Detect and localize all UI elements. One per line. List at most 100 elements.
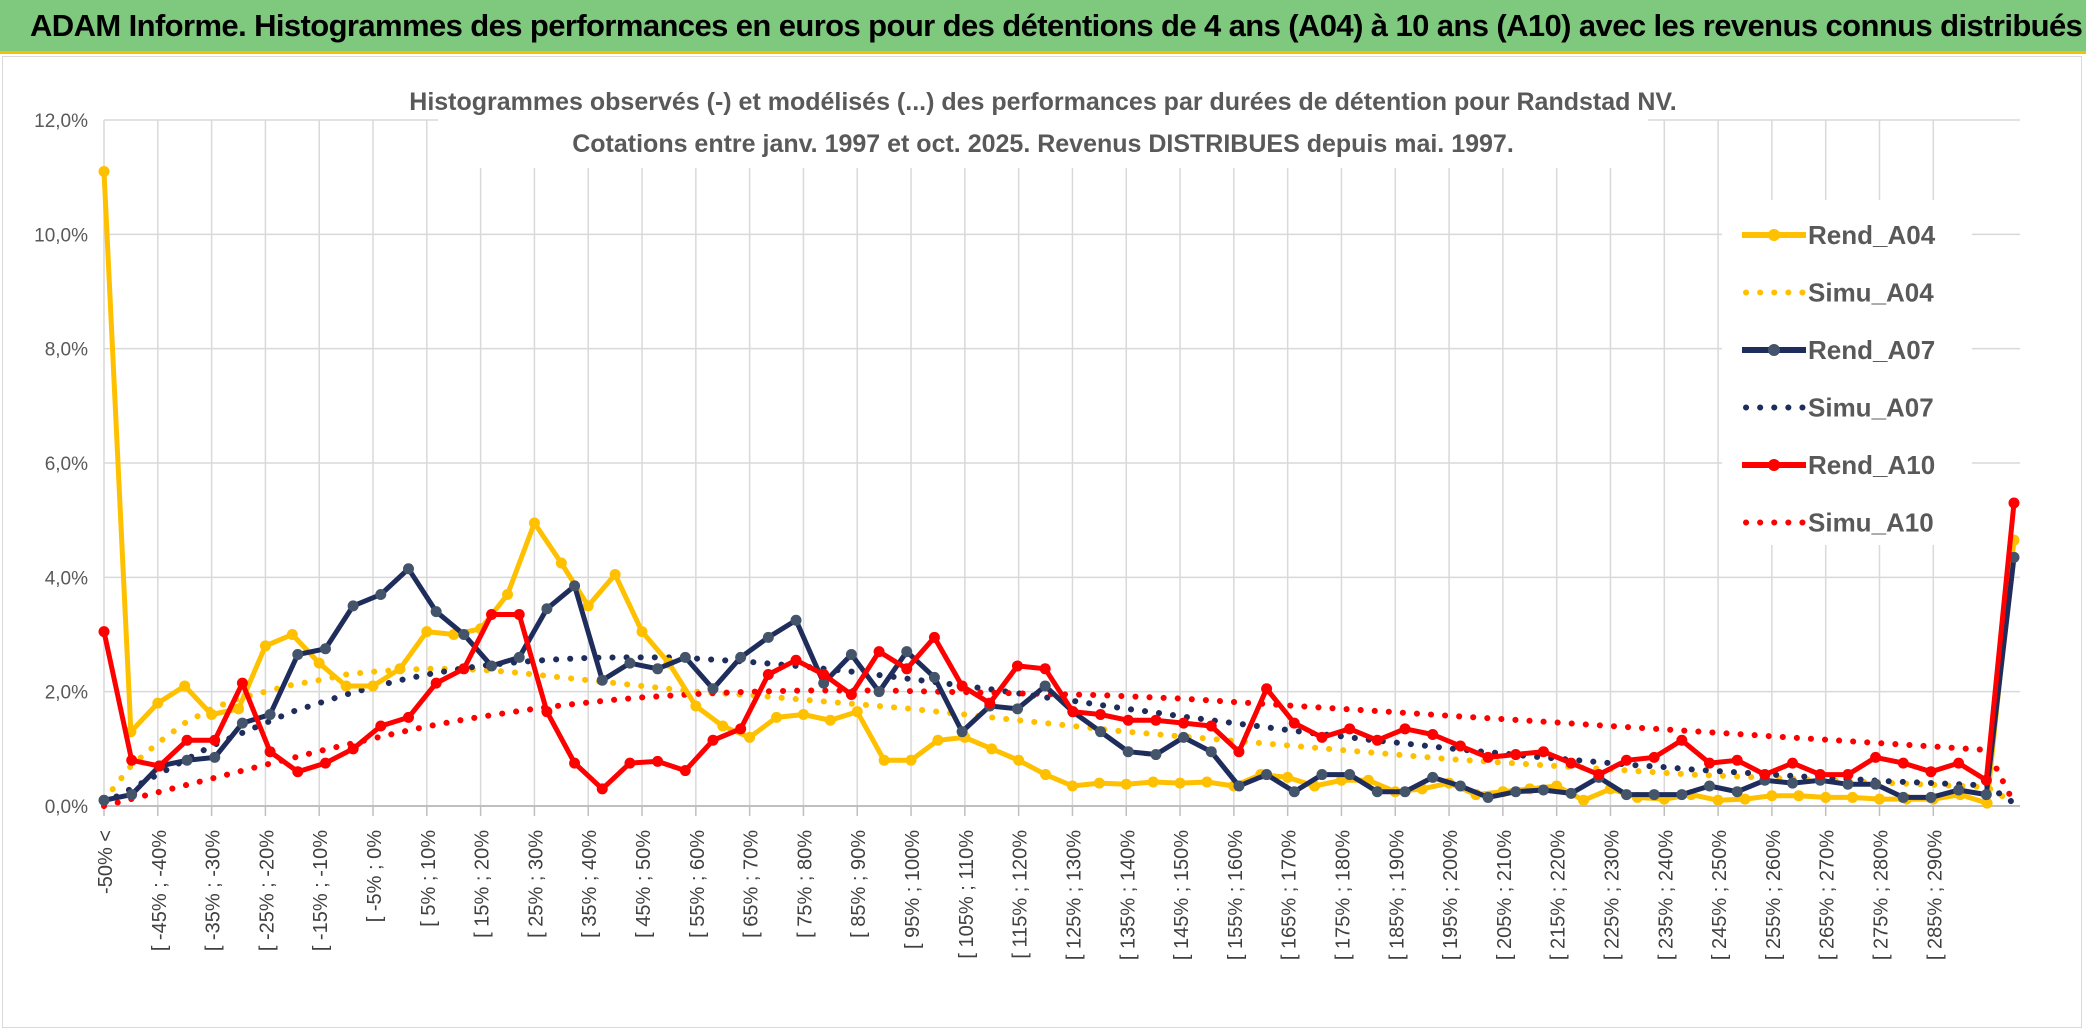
data-point — [1427, 729, 1439, 741]
data-point — [555, 557, 567, 569]
y-tick-label: 10,0% — [34, 225, 88, 246]
x-tick-label: [ 265% ; 270% — [1817, 830, 1839, 960]
data-point — [928, 671, 940, 683]
data-point — [458, 629, 470, 640]
data-point — [1150, 714, 1162, 726]
series-line — [101, 502, 2017, 792]
data-point — [928, 631, 940, 643]
series-rend-a10 — [98, 497, 2020, 795]
data-point — [2008, 497, 2020, 509]
data-point — [818, 677, 830, 689]
data-point — [1288, 786, 1300, 798]
data-point — [259, 640, 271, 652]
y-tick-label: 12,0% — [34, 111, 88, 132]
data-point — [1427, 771, 1439, 783]
data-point — [541, 706, 553, 718]
data-point — [1093, 777, 1105, 789]
data-point — [375, 588, 387, 600]
data-point — [1759, 769, 1771, 781]
data-point — [986, 743, 998, 755]
data-point — [319, 757, 331, 769]
data-point — [873, 686, 885, 698]
data-point — [1842, 769, 1854, 781]
data-point — [1011, 660, 1023, 672]
data-point — [98, 165, 110, 177]
data-point — [513, 651, 525, 663]
data-point — [1537, 746, 1549, 758]
data-point — [1981, 797, 1993, 809]
series-line — [103, 557, 2017, 803]
data-point — [1399, 723, 1411, 735]
data-point — [901, 646, 913, 658]
chart-title: Histogrammes observés (-) et modélisés (… — [409, 88, 1676, 116]
data-point — [905, 754, 917, 766]
data-point — [1704, 780, 1716, 792]
data-point — [541, 603, 553, 615]
data-point — [1233, 746, 1245, 758]
data-point — [430, 677, 442, 689]
data-point — [1201, 776, 1213, 788]
data-point — [1174, 777, 1186, 789]
x-tick-label: [ -5% ; 0% — [364, 830, 386, 922]
data-point — [1953, 784, 1965, 796]
x-tick-label: [ -35% ; -30% — [203, 830, 225, 951]
data-point — [569, 580, 581, 592]
legend-label: Simu_A10 — [1808, 508, 1934, 538]
data-point — [1095, 726, 1107, 738]
y-tick-label: 0,0% — [45, 797, 88, 818]
data-point — [1739, 793, 1751, 805]
data-point — [582, 600, 594, 612]
data-point — [1066, 780, 1078, 792]
data-point — [956, 680, 968, 692]
data-point — [206, 709, 218, 721]
x-tick-label: [ 95% ; 100% — [902, 830, 924, 949]
x-tick-label: [ 45% ; 50% — [633, 830, 655, 938]
data-point — [394, 663, 406, 675]
data-point — [1039, 680, 1051, 692]
data-point — [797, 709, 809, 721]
series-rend-a07 — [98, 551, 2020, 806]
data-point — [624, 657, 636, 669]
data-point — [1870, 751, 1882, 763]
data-point — [1040, 769, 1052, 781]
data-point — [1537, 784, 1549, 796]
data-point — [735, 651, 747, 663]
data-point — [1205, 720, 1217, 732]
data-point — [624, 757, 636, 769]
data-point — [596, 674, 608, 686]
data-point — [1578, 794, 1590, 806]
data-point — [1676, 789, 1688, 801]
data-point — [851, 706, 863, 718]
data-point — [1620, 789, 1632, 801]
data-point — [771, 711, 783, 723]
data-point — [596, 783, 608, 795]
page-title: ADAM Informe. Histogrammes des performan… — [30, 8, 2083, 43]
data-point — [1454, 780, 1466, 792]
data-point — [179, 680, 191, 692]
x-tick-label: [ 285% ; 290% — [1924, 830, 1946, 960]
data-point — [1980, 789, 1992, 801]
data-point — [181, 754, 193, 766]
data-point — [1316, 731, 1328, 743]
x-tick-label: [ 225% ; 230% — [1601, 830, 1623, 960]
data-point — [845, 649, 857, 661]
data-point — [1712, 794, 1724, 806]
data-point — [181, 734, 193, 746]
x-tick-label: [ 15% ; 20% — [472, 830, 494, 938]
data-point — [98, 626, 110, 638]
data-point — [1344, 723, 1356, 735]
data-point — [1454, 740, 1466, 752]
data-point — [513, 608, 525, 620]
data-point — [233, 703, 245, 715]
x-tick-label: [ 255% ; 260% — [1763, 830, 1785, 960]
data-point — [1261, 769, 1273, 781]
data-point — [1814, 769, 1826, 781]
data-point — [1147, 776, 1159, 788]
data-point — [319, 643, 331, 655]
data-point — [1510, 786, 1522, 798]
data-point — [1870, 778, 1882, 790]
data-point — [264, 709, 276, 721]
data-point — [347, 600, 359, 612]
data-point — [1316, 769, 1328, 781]
data-point — [286, 629, 298, 640]
